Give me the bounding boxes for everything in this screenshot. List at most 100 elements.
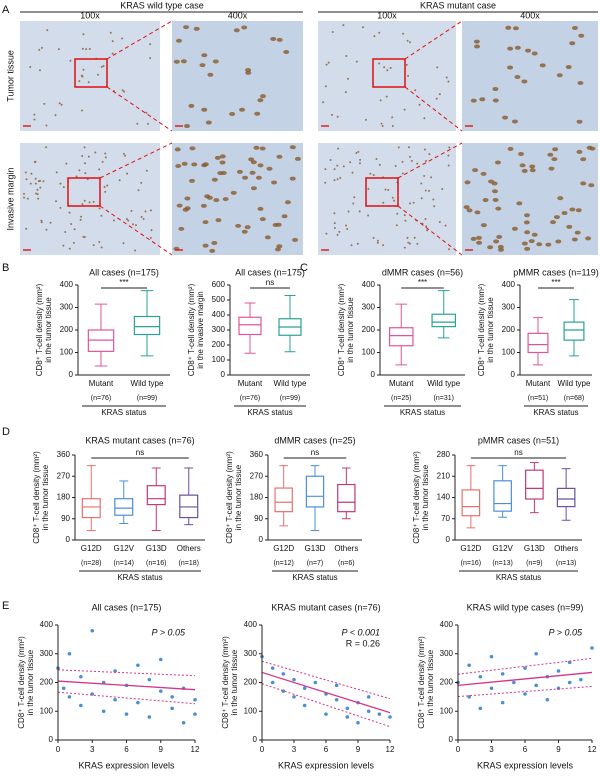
n-label: (n=51) [528, 395, 548, 402]
stained-cell [181, 161, 188, 166]
stained-cell [401, 172, 404, 175]
stained-cell [444, 224, 447, 227]
stained-cell [413, 236, 416, 239]
stained-cell [580, 157, 587, 162]
stained-cell [174, 147, 181, 152]
stained-cell [132, 223, 135, 226]
stained-cell [403, 246, 406, 249]
stained-cell [441, 187, 444, 190]
stained-cell [209, 248, 216, 253]
stained-cell [83, 199, 86, 202]
y-tick-label: 400 [362, 280, 376, 289]
stained-cell [65, 162, 68, 165]
y-axis-label: in the tumor tissue [230, 649, 239, 715]
stained-cell [391, 116, 394, 119]
x-axis-label: KRAS expression levels [278, 760, 375, 770]
stained-cell [352, 202, 355, 205]
point [147, 715, 152, 719]
stained-cell [382, 201, 385, 204]
y-tick-label: 90 [61, 514, 70, 523]
stained-cell [37, 180, 40, 183]
stained-cell [24, 171, 27, 174]
y-tick-label: 200 [362, 325, 376, 334]
annotation: P > 0.05 [152, 627, 186, 637]
stained-cell [404, 219, 407, 222]
stained-cell [242, 175, 249, 180]
stained-cell [345, 224, 348, 227]
stained-cell [87, 81, 90, 84]
stained-cell [466, 208, 473, 213]
stained-cell [505, 25, 512, 30]
stained-cell [470, 236, 477, 241]
point [292, 677, 296, 682]
stained-cell [81, 47, 84, 50]
stained-cell [149, 209, 152, 212]
stained-cell [100, 246, 103, 249]
fit-line [261, 671, 391, 714]
significance: *** [551, 278, 560, 287]
x-tick-label: 6 [324, 745, 329, 754]
stained-cell [259, 217, 266, 222]
stained-cell [355, 152, 358, 155]
y-axis-label: in the invasive margin [196, 291, 205, 368]
point [567, 660, 572, 665]
stained-cell [493, 239, 500, 244]
category-label: Mutant [238, 379, 263, 388]
stained-cell [430, 176, 433, 179]
chart-title: pMMR cases (n=119) [513, 267, 599, 277]
stained-cell [34, 182, 37, 185]
stained-cell [380, 122, 383, 125]
stained-cell [487, 245, 494, 250]
stained-cell [101, 160, 104, 163]
point [523, 692, 527, 696]
category-label: Others [334, 544, 358, 553]
stained-cell [514, 75, 521, 80]
y-axis-label: in the tumor tissue [426, 649, 435, 715]
stained-cell [284, 200, 291, 205]
stained-cell [100, 65, 103, 68]
stained-cell [88, 47, 91, 50]
stained-cell [75, 175, 78, 178]
stained-cell [381, 125, 384, 128]
stained-cell [376, 239, 379, 242]
stained-cell [529, 168, 536, 173]
stained-cell [342, 165, 345, 168]
stained-cell [331, 113, 334, 116]
y-tick-label: 0 [253, 735, 258, 744]
x-axis-label: KRAS status [292, 573, 337, 582]
stained-cell [575, 208, 582, 213]
y-tick-label: 300 [502, 303, 516, 312]
stained-cell [576, 149, 583, 154]
stained-cell [529, 164, 536, 169]
stained-cell [118, 179, 121, 182]
category-label: Wild type [274, 379, 307, 388]
stained-cell [408, 41, 411, 44]
significance: ns [136, 448, 144, 457]
y-tick-label: 300 [440, 649, 454, 658]
stained-cell [464, 180, 471, 185]
stained-cell [511, 119, 518, 124]
stained-cell [424, 189, 427, 192]
stained-cell [516, 201, 523, 206]
magnification: 100x [80, 10, 100, 20]
stained-cell [571, 237, 578, 242]
stained-cell [72, 241, 75, 244]
category-label: Others [177, 544, 201, 553]
stained-cell [507, 46, 514, 51]
confidence-band [457, 657, 593, 675]
stained-cell [188, 178, 195, 183]
stained-cell [211, 240, 218, 245]
y-tick-label: 300 [40, 649, 54, 658]
stained-cell [104, 156, 107, 159]
stained-cell [424, 159, 427, 162]
stained-cell [414, 89, 417, 92]
stained-cell [244, 225, 251, 230]
box [274, 487, 293, 513]
stained-cell [561, 211, 568, 216]
x-tick-label: 3 [489, 745, 494, 754]
stained-cell [38, 48, 41, 51]
stained-cell [394, 165, 397, 168]
stained-cell [200, 203, 207, 208]
stained-cell [23, 196, 26, 199]
stained-cell [357, 150, 360, 153]
